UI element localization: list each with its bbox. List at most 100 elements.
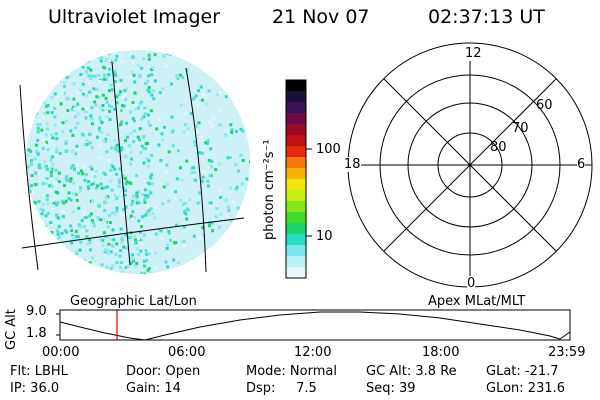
speckle: [129, 214, 133, 218]
speckle: [154, 266, 158, 270]
speckle: [84, 143, 88, 147]
speckle: [65, 178, 69, 182]
speckle: [62, 201, 66, 205]
speckle: [155, 127, 159, 131]
speckle: [229, 82, 233, 86]
speckle: [118, 162, 122, 166]
speckle: [99, 59, 103, 63]
speckle: [113, 167, 117, 171]
speckle: [108, 67, 112, 71]
speckle: [245, 177, 249, 181]
speckle: [64, 199, 68, 203]
speckle: [29, 120, 33, 124]
speckle: [224, 95, 228, 99]
speckle: [124, 98, 128, 101]
speckle: [42, 75, 45, 78]
speckle: [147, 74, 151, 78]
speckle: [153, 216, 156, 220]
speckle: [132, 216, 136, 219]
speckle: [137, 201, 141, 205]
speckle: [103, 250, 107, 254]
speckle: [131, 116, 135, 120]
speckle: [159, 229, 163, 233]
speckle: [140, 271, 144, 274]
speckle: [201, 226, 205, 230]
speckle: [136, 236, 140, 240]
speckle: [162, 185, 166, 189]
speckle: [149, 191, 153, 195]
speckle: [224, 239, 228, 243]
speckle: [218, 188, 222, 192]
speckle: [75, 250, 79, 254]
color-bar-band: [286, 102, 306, 114]
speckle: [101, 243, 105, 247]
speckle: [182, 53, 186, 57]
speckle: [28, 264, 32, 268]
speckle: [146, 212, 150, 216]
speckle: [137, 104, 141, 108]
speckle: [71, 233, 74, 237]
speckle: [120, 270, 124, 274]
speckle: [122, 245, 126, 249]
speckle: [139, 238, 143, 242]
speckle: [31, 88, 35, 92]
speckle: [146, 268, 150, 272]
timeline-xtick: 00:00: [42, 345, 80, 360]
speckle: [228, 91, 232, 95]
speckle: [50, 184, 54, 188]
speckle: [86, 185, 90, 189]
speckle: [118, 254, 122, 258]
speckle: [27, 213, 31, 217]
speckle: [237, 95, 241, 99]
speckle: [217, 225, 221, 229]
speckle: [58, 53, 62, 57]
date-label: 21 Nov 07: [272, 6, 370, 28]
speckle: [146, 120, 150, 124]
speckle: [219, 62, 223, 65]
speckle: [54, 168, 58, 172]
speckle: [63, 84, 66, 88]
speckle: [240, 182, 244, 186]
speckle: [121, 104, 124, 108]
speckle: [88, 266, 91, 269]
speckle: [69, 224, 73, 228]
speckle: [41, 116, 45, 120]
speckle: [27, 114, 31, 118]
speckle: [164, 169, 168, 173]
speckle: [88, 248, 92, 252]
speckle: [139, 249, 143, 253]
speckle: [241, 159, 245, 162]
speckle: [150, 93, 154, 97]
speckle: [73, 115, 77, 119]
speckle: [65, 96, 69, 100]
speckle: [226, 156, 230, 160]
speckle: [50, 85, 54, 89]
speckle: [158, 91, 162, 95]
speckle: [120, 109, 124, 113]
speckle: [134, 107, 138, 111]
speckle: [200, 179, 204, 183]
speckle: [63, 184, 66, 188]
speckle: [119, 227, 123, 231]
speckle: [210, 159, 214, 163]
speckle: [174, 190, 177, 194]
speckle: [112, 238, 116, 242]
speckle: [92, 87, 96, 91]
speckle: [191, 97, 195, 101]
speckle: [215, 206, 219, 210]
speckle: [105, 76, 109, 80]
speckle: [88, 240, 92, 244]
speckle: [122, 96, 126, 100]
speckle: [74, 192, 78, 196]
speckle: [67, 191, 71, 195]
speckle: [62, 257, 66, 261]
speckle: [173, 241, 176, 245]
speckle: [249, 66, 250, 70]
speckle: [88, 141, 92, 145]
speckle: [96, 55, 100, 58]
speckle: [207, 158, 211, 162]
speckle: [207, 89, 211, 93]
speckle: [171, 144, 175, 148]
speckle: [95, 242, 99, 246]
speckle: [53, 123, 57, 127]
